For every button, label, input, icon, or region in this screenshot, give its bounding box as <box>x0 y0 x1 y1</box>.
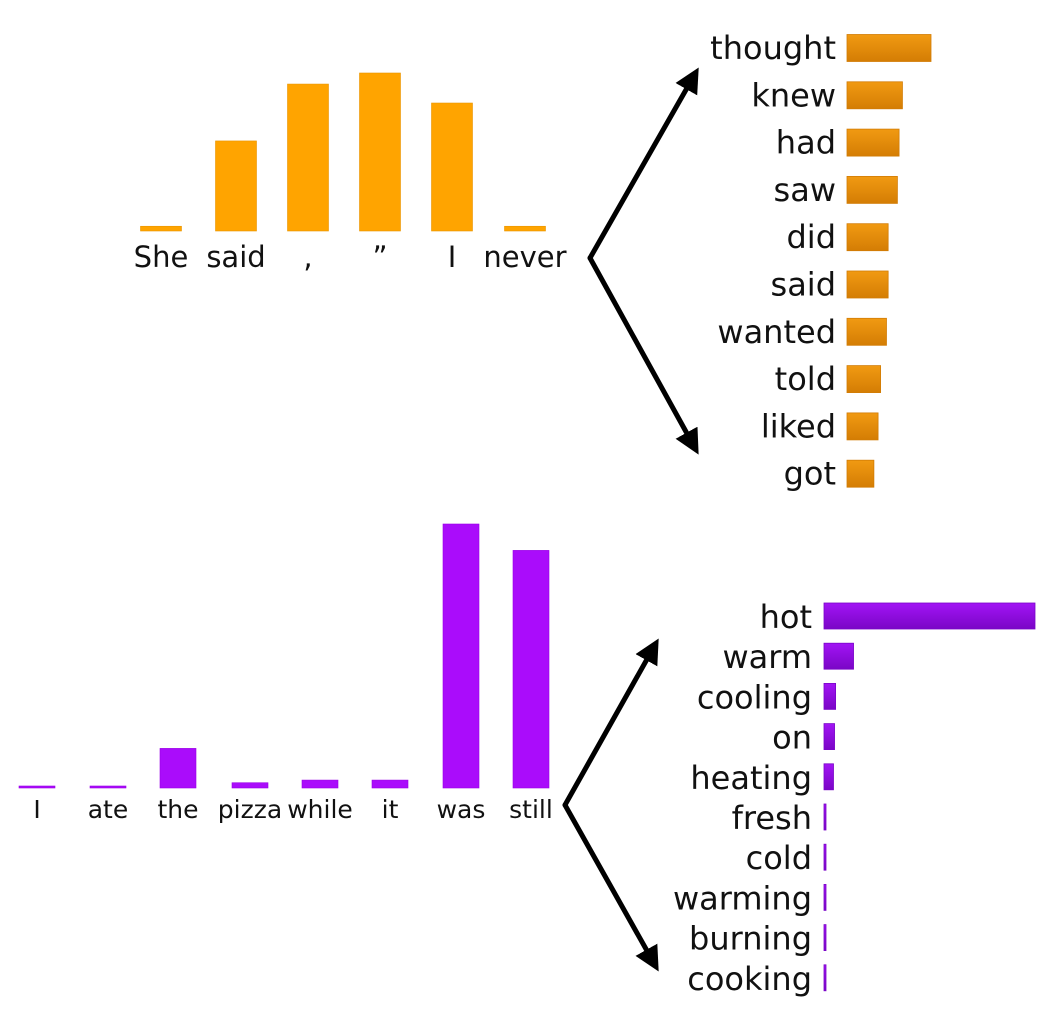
attention-bar-was <box>442 523 480 789</box>
token-label-it: it <box>382 795 399 824</box>
token-label-the: the <box>157 795 198 824</box>
attention-bar-she <box>140 225 182 232</box>
attention-bar-punct <box>287 83 329 232</box>
arrow-down-bottom <box>562 802 659 972</box>
bottom-prediction-chart: hotwarmcoolingonheatingfreshcoldwarmingb… <box>673 598 1036 998</box>
arrow-down-top <box>587 255 699 455</box>
top-prediction-chart: thought knew had saw did said wanted told liked g… <box>710 29 932 493</box>
prediction-bar-cold <box>823 843 827 871</box>
attention-bar-i <box>18 785 56 789</box>
prediction-label-said: said <box>771 266 836 304</box>
prediction-bar-cooking <box>823 964 827 992</box>
prediction-label-cooking: cooking <box>687 960 812 998</box>
token-label-i: I <box>448 240 457 274</box>
prediction-label-told: told <box>775 360 836 398</box>
attention-bar-it <box>371 779 409 789</box>
prediction-bar-told <box>846 365 881 394</box>
attention-bar-ate <box>89 785 127 789</box>
prediction-bar-warm <box>823 642 854 670</box>
prediction-bar-thought <box>846 34 932 62</box>
attention-bar-i <box>431 102 473 232</box>
token-label-said: said <box>206 240 265 274</box>
token-label-i: I <box>33 795 40 824</box>
prediction-label-liked: liked <box>761 407 836 445</box>
prediction-label-cold: cold <box>746 839 812 877</box>
prediction-bar-wanted <box>846 317 887 346</box>
attention-bar-punct <box>359 72 401 232</box>
prediction-label-burning: burning <box>689 920 812 958</box>
attention-bar-still <box>512 550 550 789</box>
attention-bar-the <box>159 748 197 789</box>
prediction-bar-warming <box>823 884 827 911</box>
prediction-label-cooling: cooling <box>697 678 812 716</box>
token-label-punct: , <box>303 240 312 274</box>
token-label-while: while <box>287 795 353 824</box>
token-label-pizza: pizza <box>218 795 282 824</box>
prediction-bar-heating <box>823 763 834 791</box>
prediction-label-warming: warming <box>673 879 812 917</box>
token-label-ate: ate <box>88 795 129 824</box>
prediction-bar-got <box>846 459 875 488</box>
token-label-was: was <box>437 795 486 824</box>
prediction-bar-burning <box>823 924 827 951</box>
bottom-branch-arrows <box>562 638 659 972</box>
prediction-label-did: did <box>786 218 836 256</box>
prediction-bar-liked <box>846 412 879 441</box>
prediction-bar-said <box>846 270 889 299</box>
arrow-up-bottom <box>562 638 659 808</box>
prediction-label-hot: hot <box>760 598 812 636</box>
attention-bar-never <box>504 225 546 232</box>
attention-bar-said <box>215 140 257 232</box>
prediction-bar-had <box>846 128 900 157</box>
top-branch-arrows <box>587 67 699 455</box>
prediction-bar-did <box>846 223 889 252</box>
prediction-label-warm: warm <box>722 638 812 676</box>
prediction-label-fresh: fresh <box>732 799 812 837</box>
token-label-never: never <box>483 240 566 274</box>
prediction-label-thought: thought <box>710 29 836 67</box>
prediction-label-heating: heating <box>690 759 812 797</box>
prediction-label-on: on <box>772 719 812 757</box>
arrow-up-top <box>587 67 699 261</box>
prediction-label-wanted: wanted <box>717 313 836 351</box>
prediction-bar-fresh <box>823 803 827 831</box>
prediction-label-saw: saw <box>774 171 836 209</box>
prediction-bar-saw <box>846 175 898 204</box>
prediction-bar-hot <box>823 602 1036 630</box>
token-label-punct: ” <box>372 240 387 274</box>
prediction-bar-knew <box>846 81 903 110</box>
prediction-bar-cooling <box>823 683 837 710</box>
attention-bar-while <box>301 779 339 789</box>
prediction-label-got: got <box>784 455 836 493</box>
prediction-label-knew: knew <box>751 76 836 114</box>
token-label-still: still <box>509 795 553 824</box>
token-label-she: She <box>134 240 189 274</box>
prediction-label-had: had <box>776 124 836 162</box>
prediction-bar-on <box>823 723 835 750</box>
attention-bar-pizza <box>231 782 269 789</box>
